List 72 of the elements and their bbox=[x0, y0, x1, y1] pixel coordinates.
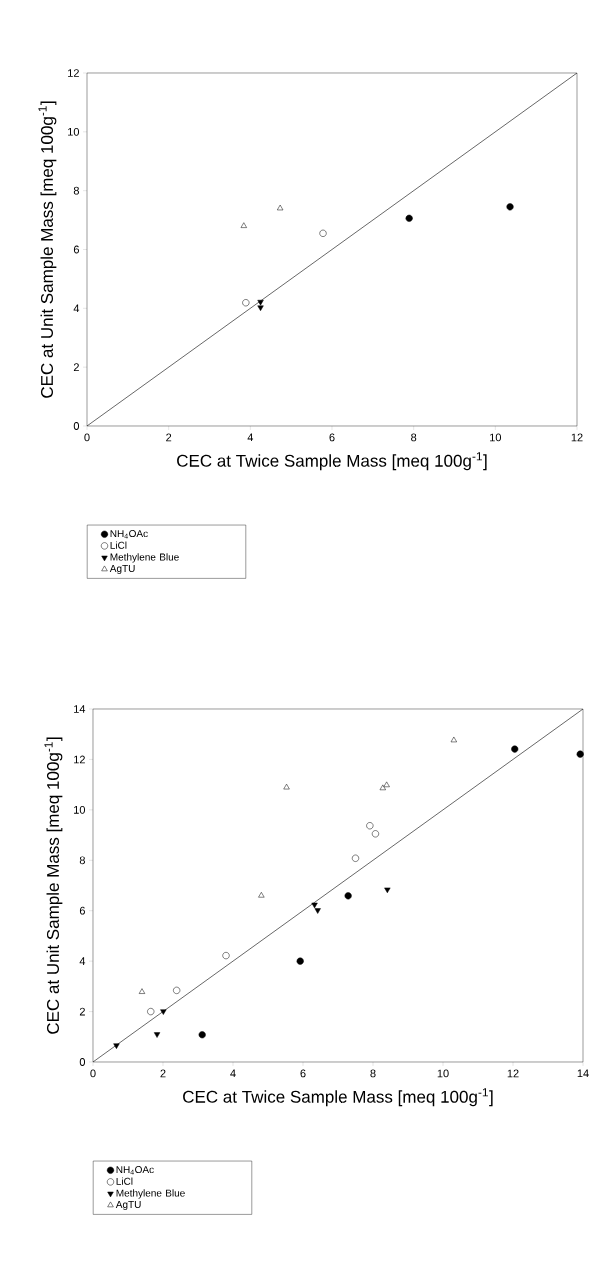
point bbox=[371, 830, 379, 838]
y-tick-label: 2 bbox=[79, 1007, 85, 1016]
y-tick-label: 10 bbox=[68, 127, 80, 136]
y-tick-label: 10 bbox=[74, 805, 86, 814]
point bbox=[379, 784, 386, 791]
y-tick-label: 8 bbox=[79, 856, 85, 865]
point bbox=[153, 1032, 161, 1038]
point bbox=[242, 299, 250, 307]
point bbox=[366, 822, 374, 830]
legend-label: AgTU bbox=[115, 1201, 141, 1210]
point bbox=[384, 887, 391, 894]
point bbox=[319, 229, 327, 237]
x-tick-label: 10 bbox=[437, 1069, 449, 1078]
point bbox=[383, 781, 390, 788]
y-tick-label: 2 bbox=[73, 363, 79, 371]
y-tick-label: 0 bbox=[73, 422, 80, 430]
legend-label: Methylene Blue bbox=[110, 553, 179, 563]
x-tick-label: 4 bbox=[230, 1069, 236, 1078]
y-tick-label: 14 bbox=[74, 705, 86, 713]
x-tick-label: 8 bbox=[370, 1069, 376, 1078]
point bbox=[147, 1008, 155, 1016]
y-tick-label: 6 bbox=[79, 906, 85, 915]
point bbox=[113, 1043, 120, 1049]
x-tick-label: 12 bbox=[507, 1069, 519, 1078]
x-axis-title: CEC at Twice Sample Mass [meq 100g$^{-1}$] bbox=[177, 452, 487, 471]
point bbox=[450, 736, 457, 743]
point bbox=[344, 892, 352, 900]
point bbox=[258, 892, 265, 898]
x-tick-label: 4 bbox=[247, 433, 254, 442]
x-tick-label: 14 bbox=[577, 1069, 589, 1078]
point bbox=[222, 952, 230, 960]
point bbox=[198, 1031, 206, 1039]
x-tick-label: 2 bbox=[160, 1069, 166, 1078]
x-tick-label: 12 bbox=[571, 433, 583, 442]
y-tick-label: 4 bbox=[73, 304, 80, 313]
point bbox=[257, 299, 264, 306]
y-tick-label: 0 bbox=[79, 1058, 86, 1066]
point bbox=[283, 783, 290, 790]
y-tick-label: 4 bbox=[79, 957, 86, 965]
point bbox=[240, 222, 247, 228]
point bbox=[314, 908, 321, 914]
legend-label: Methylene Blue bbox=[116, 1189, 185, 1199]
point bbox=[173, 986, 181, 994]
point bbox=[506, 203, 514, 211]
x-tick-label: 6 bbox=[300, 1069, 306, 1078]
x-tick-label: 10 bbox=[490, 433, 502, 442]
x-tick-label: 2 bbox=[166, 433, 172, 442]
point bbox=[277, 204, 284, 211]
point bbox=[257, 305, 264, 311]
y-tick-label: 8 bbox=[73, 186, 79, 195]
y-axis-title: CEC at Unit Sample Mass [meq 100g$^{-1}$] bbox=[44, 737, 63, 1034]
x-tick-label: 6 bbox=[329, 433, 335, 442]
legend-label: NH$_{4}$OAc bbox=[110, 530, 148, 539]
legend-label: LiCl bbox=[116, 1177, 133, 1185]
point bbox=[576, 750, 584, 758]
x-tick-label: 0 bbox=[90, 1069, 96, 1078]
point bbox=[405, 214, 413, 222]
legend-label: AgTU bbox=[109, 565, 135, 574]
legend-label: NH$_{4}$OAc bbox=[116, 1166, 154, 1175]
point bbox=[138, 988, 146, 994]
point bbox=[311, 902, 318, 909]
legend-label: LiCl bbox=[110, 541, 127, 549]
point bbox=[351, 854, 360, 862]
y-tick-label: 12 bbox=[74, 755, 85, 764]
y-tick-label: 12 bbox=[68, 69, 79, 77]
point bbox=[160, 1009, 167, 1015]
point bbox=[296, 957, 304, 965]
x-tick-label: 8 bbox=[411, 433, 417, 442]
y-tick-label: 6 bbox=[73, 245, 79, 254]
y-axis-title: CEC at Unit Sample Mass [meq 100g$^{-1}$] bbox=[38, 101, 57, 398]
point bbox=[511, 745, 519, 753]
x-axis-title: CEC at Twice Sample Mass [meq 100g$^{-1}$] bbox=[183, 1088, 493, 1107]
